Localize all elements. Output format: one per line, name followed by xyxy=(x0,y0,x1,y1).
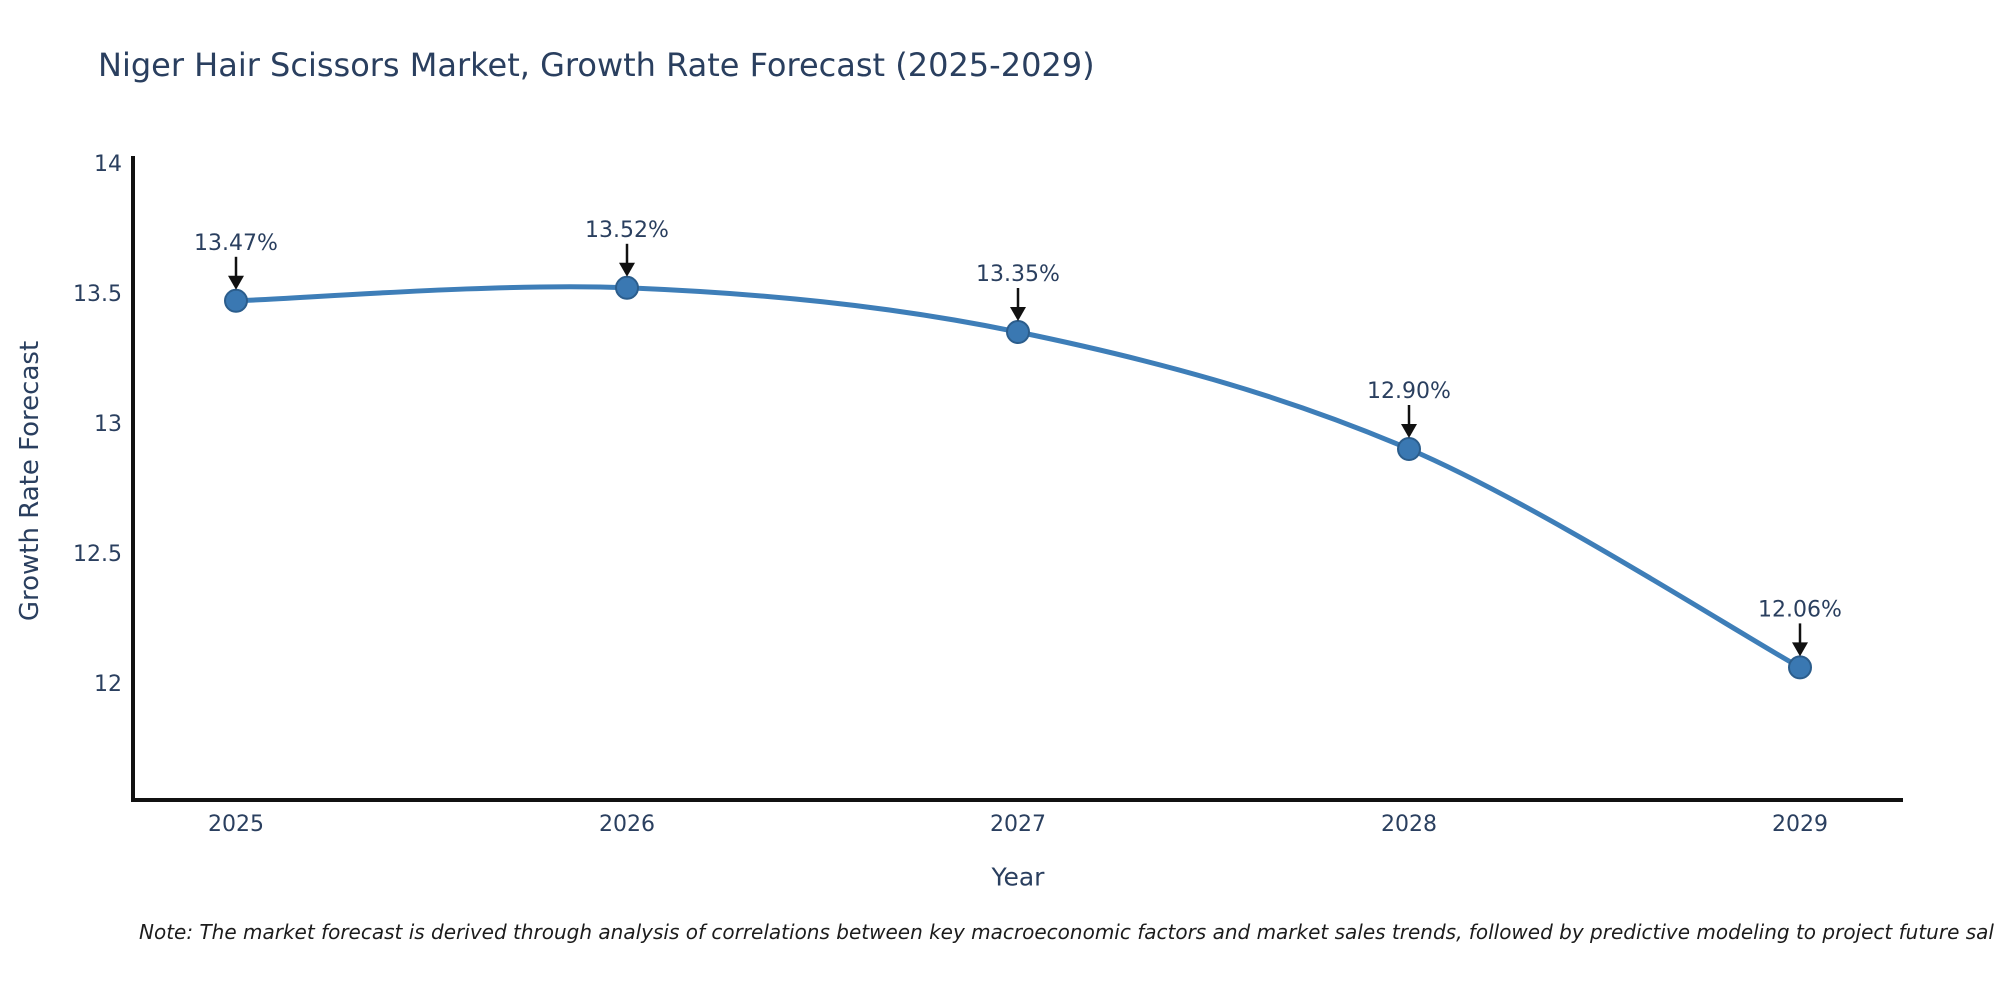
chart-title: Niger Hair Scissors Market, Growth Rate … xyxy=(98,46,1095,84)
x-tick-label: 2025 xyxy=(208,812,264,837)
data-point-marker xyxy=(224,288,248,313)
y-tick-label: 12 xyxy=(94,672,122,697)
data-point-marker xyxy=(1397,437,1421,461)
x-tick-label: 2026 xyxy=(599,812,655,837)
x-axis-title: Year xyxy=(991,862,1045,892)
data-point-label: 12.06% xyxy=(1758,597,1842,622)
x-tick-label: 2029 xyxy=(1772,812,1828,837)
y-tick-label: 12.5 xyxy=(73,542,122,567)
data-point-marker xyxy=(1006,320,1030,344)
annotation-arrow-head xyxy=(1792,642,1808,657)
y-tick-label: 14 xyxy=(94,152,122,177)
footnote: Note: The market forecast is derived thr… xyxy=(139,920,1994,944)
data-point-marker xyxy=(1788,655,1812,680)
annotation-arrow-head xyxy=(228,275,244,290)
y-tick-label: 13 xyxy=(94,412,122,437)
x-tick-label: 2028 xyxy=(1381,812,1437,837)
y-tick-label: 13.5 xyxy=(73,282,122,307)
data-point-marker xyxy=(615,275,639,300)
x-tick-label: 2027 xyxy=(990,812,1046,837)
data-point-label: 13.52% xyxy=(585,218,669,243)
data-point-label: 13.35% xyxy=(976,262,1060,287)
annotation-arrow-head xyxy=(1401,424,1417,438)
data-point-label: 13.47% xyxy=(194,231,278,256)
annotation-arrow-head xyxy=(1010,307,1026,321)
data-point-label: 12.90% xyxy=(1367,379,1451,404)
annotation-arrow-head xyxy=(619,262,635,277)
